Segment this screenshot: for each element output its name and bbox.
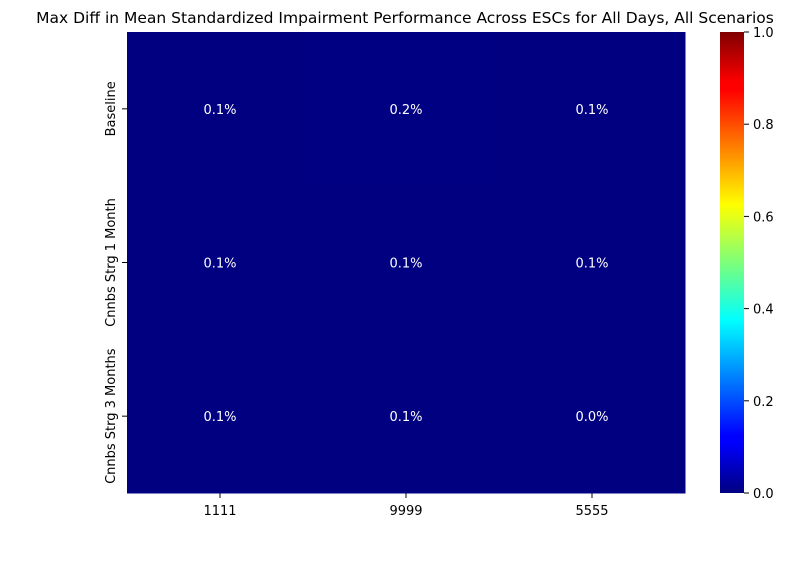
cell-annotation: 0.1% (203, 103, 236, 118)
colorbar-tick-label: 0.6 (753, 210, 774, 225)
heatmap-cell (127, 32, 314, 187)
cell-annotations: 0.1% 0.2% 0.1% 0.1% 0.1% 0.1% 0.1% 0.1% 0.0% (203, 103, 608, 425)
colorbar-tick-label: 0.8 (753, 118, 774, 133)
cell-annotation: 0.1% (203, 410, 236, 425)
heatmap-cell (313, 339, 500, 494)
cell-annotation: 0.1% (389, 410, 422, 425)
x-tick-label: 5555 (575, 504, 608, 519)
colorbar-gradient (720, 32, 744, 493)
heatmap-cell (499, 32, 686, 187)
cell-annotation: 0.1% (203, 257, 236, 272)
heatmap-cell (313, 185, 500, 340)
x-axis: 1111 9999 5555 (203, 493, 609, 519)
cell-annotation: 0.2% (389, 103, 422, 118)
colorbar-tick-label: 1.0 (753, 26, 774, 41)
colorbar: 0.0 0.2 0.4 0.6 0.8 1.0 (720, 26, 774, 502)
y-tick-label: Cnnbs Strg 1 Month (104, 198, 119, 327)
heatmap-cell (313, 32, 500, 187)
heatmap-cell (127, 185, 314, 340)
cell-annotation: 0.0% (575, 410, 608, 425)
colorbar-tick-label: 0.2 (753, 395, 774, 410)
cell-annotation: 0.1% (575, 103, 608, 118)
y-tick-label: Baseline (104, 81, 119, 136)
y-axis: Baseline Cnnbs Strg 1 Month Cnnbs Strg 3 M… (104, 81, 127, 484)
cell-annotation: 0.1% (575, 257, 608, 272)
chart-title: Max Diff in Mean Standardized Impairment… (36, 9, 774, 27)
colorbar-tick-label: 0.4 (753, 303, 774, 318)
x-tick-label: 9999 (389, 504, 422, 519)
y-tick-label: Cnnbs Strg 3 Months (104, 348, 119, 484)
heatmap-cell (499, 339, 686, 494)
heatmap-cell (127, 339, 314, 494)
x-tick-label: 1111 (203, 504, 236, 519)
cell-annotation: 0.1% (389, 257, 422, 272)
colorbar-ticks: 0.0 0.2 0.4 0.6 0.8 1.0 (744, 26, 774, 502)
heatmap-cells (127, 32, 686, 494)
heatmap-cell (499, 185, 686, 340)
colorbar-tick-label: 0.0 (753, 487, 774, 502)
